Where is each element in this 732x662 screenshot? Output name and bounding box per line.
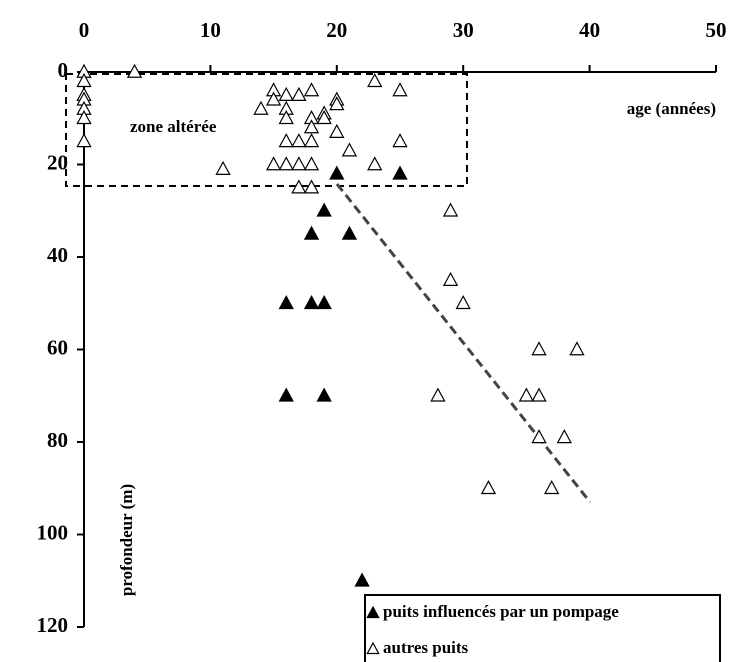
point (278, 133, 294, 148)
legend-label: puits influencés par un pompage (383, 602, 619, 621)
point (303, 179, 320, 194)
y-tick-label: 40 (47, 243, 68, 267)
point (392, 165, 408, 180)
y-tick-label: 120 (37, 613, 69, 637)
point (278, 387, 294, 402)
point (303, 82, 320, 97)
y-axis-label: profondeur (m) (117, 484, 136, 596)
x-tick-label: 50 (706, 18, 727, 42)
point (329, 123, 345, 138)
point (367, 72, 383, 88)
point (341, 225, 358, 240)
point (316, 387, 332, 402)
point (278, 109, 294, 125)
point (265, 91, 282, 106)
point (265, 156, 282, 171)
point (518, 387, 535, 402)
point (291, 133, 307, 148)
x-tick-label: 10 (200, 18, 221, 42)
point (531, 429, 547, 444)
zone-box (65, 73, 468, 187)
point (329, 165, 345, 180)
x-tick-label: 40 (579, 18, 600, 42)
point (215, 160, 231, 175)
legend-marker (366, 605, 380, 619)
legend-box (364, 594, 721, 662)
trend-line (335, 183, 592, 503)
y-tick-label: 20 (47, 150, 68, 174)
point (316, 109, 332, 125)
point (291, 156, 307, 171)
point (303, 225, 320, 240)
point (278, 156, 294, 171)
point (341, 142, 358, 157)
point (291, 86, 307, 101)
point (278, 86, 294, 101)
point (303, 119, 320, 134)
x-tick-label: 20 (326, 18, 347, 42)
point (76, 109, 92, 125)
x-axis-label: age (années) (627, 99, 716, 118)
point (531, 387, 547, 402)
point (76, 133, 92, 148)
point (354, 572, 370, 587)
point (278, 294, 294, 310)
point (480, 479, 497, 495)
point (303, 156, 320, 171)
point (316, 202, 332, 217)
y-tick-label: 100 (37, 520, 69, 544)
point (303, 133, 320, 148)
point (126, 63, 143, 78)
point (253, 100, 269, 115)
point (569, 341, 585, 356)
legend-marker (366, 641, 380, 655)
point (316, 294, 332, 310)
point (544, 479, 560, 495)
y-tick-label: 80 (47, 428, 68, 452)
point (392, 133, 408, 148)
x-tick-label: 0 (79, 18, 90, 42)
point (303, 294, 320, 310)
point (430, 387, 446, 402)
point (329, 96, 345, 111)
point (442, 271, 459, 286)
point (455, 294, 471, 310)
point (76, 72, 92, 88)
point (392, 82, 408, 97)
x-tick-label: 30 (453, 18, 474, 42)
y-tick-label: 0 (58, 58, 69, 82)
point (291, 179, 307, 194)
point (556, 429, 572, 444)
legend-label: autres puits (383, 638, 469, 657)
point (367, 156, 383, 171)
point (442, 202, 459, 217)
point (531, 341, 547, 356)
annotation: zone altérée (130, 117, 217, 136)
y-tick-label: 60 (47, 335, 68, 359)
